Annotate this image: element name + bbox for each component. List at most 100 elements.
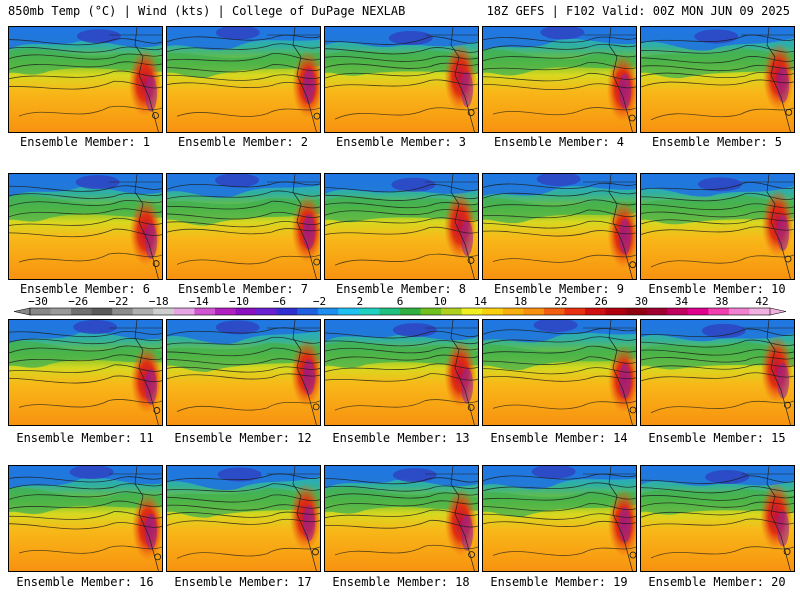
ensemble-member-label: Ensemble Member: 6 xyxy=(19,282,151,296)
ensemble-panel xyxy=(482,319,637,426)
ensemble-member-label: Ensemble Member: 3 xyxy=(335,135,467,149)
colorbar-tick-label: 6 xyxy=(397,295,404,308)
temperature-map xyxy=(167,466,320,571)
colorbar-segment xyxy=(585,308,607,315)
colorbar-segment xyxy=(523,308,545,315)
ensemble-member-label: Ensemble Member: 1 xyxy=(19,135,151,149)
colorbar-tick-label: 30 xyxy=(635,295,648,308)
colorbar-segment xyxy=(317,308,339,315)
header-right-title: 18Z GEFS | F102 Valid: 00Z MON JUN 09 20… xyxy=(486,4,790,18)
ensemble-panel xyxy=(640,319,795,426)
ensemble-member-label: Ensemble Member: 5 xyxy=(651,135,783,149)
colorbar-segment xyxy=(646,308,668,315)
colorbar-segment xyxy=(543,308,565,315)
colorbar-tick-label: 34 xyxy=(675,295,689,308)
colorbar-segment xyxy=(400,308,422,315)
ensemble-panel xyxy=(166,465,321,572)
ensemble-member-label: Ensemble Member: 16 xyxy=(16,575,154,589)
ensemble-member-label: Ensemble Member: 20 xyxy=(648,575,786,589)
colorbar-segment xyxy=(194,308,216,315)
colorbar-segment xyxy=(112,308,134,315)
ensemble-panel xyxy=(324,465,479,572)
colorbar-tick-label: −22 xyxy=(109,295,129,308)
colorbar-segment xyxy=(132,308,154,315)
colorbar-segment xyxy=(749,308,771,315)
colorbar-segment xyxy=(235,308,257,315)
colorbar-tick-label: 22 xyxy=(554,295,567,308)
temperature-map xyxy=(9,466,162,571)
colorbar-segment xyxy=(564,308,586,315)
colorbar-tick-label: −14 xyxy=(189,295,209,308)
temperature-map xyxy=(483,27,636,132)
temperature-map xyxy=(167,320,320,425)
colorbar-segment xyxy=(30,308,52,315)
ensemble-member-label: Ensemble Member: 13 xyxy=(332,431,470,445)
colorbar-left-arrow xyxy=(13,307,31,316)
colorbar-segment xyxy=(461,308,483,315)
colorbar-segment xyxy=(276,308,298,315)
ensemble-panel xyxy=(8,465,163,572)
ensemble-panel xyxy=(324,173,479,280)
colorbar-tick-label: 10 xyxy=(434,295,447,308)
colorbar-tick-label: 18 xyxy=(514,295,527,308)
ensemble-member-label: Ensemble Member: 11 xyxy=(16,431,154,445)
ensemble-member-label: Ensemble Member: 15 xyxy=(648,431,786,445)
ensemble-panel xyxy=(166,26,321,133)
ensemble-panel xyxy=(324,26,479,133)
colorbar-segment xyxy=(728,308,750,315)
colorbar-segment xyxy=(215,308,237,315)
colorbar-segment xyxy=(605,308,627,315)
ensemble-member-label: Ensemble Member: 14 xyxy=(490,431,628,445)
header-left-title: 850mb Temp (°C) | Wind (kts) | College o… xyxy=(8,4,406,18)
ensemble-panel xyxy=(482,465,637,572)
temperature-map xyxy=(483,320,636,425)
colorbar-tick-label: −10 xyxy=(229,295,249,308)
temperature-map xyxy=(9,320,162,425)
colorbar-tick-label: 42 xyxy=(755,295,768,308)
ensemble-panel xyxy=(8,319,163,426)
colorbar-tick-label: 2 xyxy=(356,295,363,308)
colorbar-segment xyxy=(482,308,504,315)
colorbar-segment xyxy=(502,308,524,315)
ensemble-member-label: Ensemble Member: 19 xyxy=(490,575,628,589)
ensemble-panel xyxy=(640,26,795,133)
colorbar-tick-label: −26 xyxy=(68,295,88,308)
colorbar-tick-label: −18 xyxy=(149,295,169,308)
colorbar-tick-label: −2 xyxy=(313,295,326,308)
ensemble-member-label: Ensemble Member: 4 xyxy=(493,135,625,149)
colorbar-segment xyxy=(91,308,113,315)
colorbar-tick-label: −30 xyxy=(28,295,48,308)
ensemble-panel xyxy=(8,26,163,133)
ensemble-panel xyxy=(482,26,637,133)
temperature-map xyxy=(641,174,794,279)
temperature-map xyxy=(325,27,478,132)
colorbar-segment xyxy=(50,308,72,315)
ensemble-member-label: Ensemble Member: 2 xyxy=(177,135,309,149)
ensemble-member-label: Ensemble Member: 8 xyxy=(335,282,467,296)
colorbar-segment xyxy=(708,308,730,315)
colorbar-segment xyxy=(173,308,195,315)
colorbar-tick-label: 14 xyxy=(474,295,488,308)
ensemble-member-label: Ensemble Member: 9 xyxy=(493,282,625,296)
colorbar-tick-label: 26 xyxy=(594,295,607,308)
colorbar-segment xyxy=(153,308,175,315)
temperature-map xyxy=(483,174,636,279)
temperature-map xyxy=(641,320,794,425)
ensemble-panel xyxy=(8,173,163,280)
colorbar-segment xyxy=(379,308,401,315)
temperature-map xyxy=(325,466,478,571)
temperature-map xyxy=(9,174,162,279)
colorbar-segment xyxy=(358,308,380,315)
ensemble-panel xyxy=(166,319,321,426)
temperature-map xyxy=(641,27,794,132)
ensemble-panel xyxy=(324,319,479,426)
temperature-colorbar: −30 −26 −22 −18 −14 −10 −6 −2 2 6 10 14 18 22 26 30 34 38… xyxy=(13,295,787,316)
temperature-map xyxy=(9,27,162,132)
temperature-map xyxy=(325,174,478,279)
ensemble-member-label: Ensemble Member: 17 xyxy=(174,575,312,589)
temperature-map xyxy=(483,466,636,571)
colorbar-segment xyxy=(687,308,709,315)
colorbar-segment xyxy=(667,308,689,315)
colorbar-tick-label: 38 xyxy=(715,295,728,308)
colorbar-segment xyxy=(256,308,278,315)
